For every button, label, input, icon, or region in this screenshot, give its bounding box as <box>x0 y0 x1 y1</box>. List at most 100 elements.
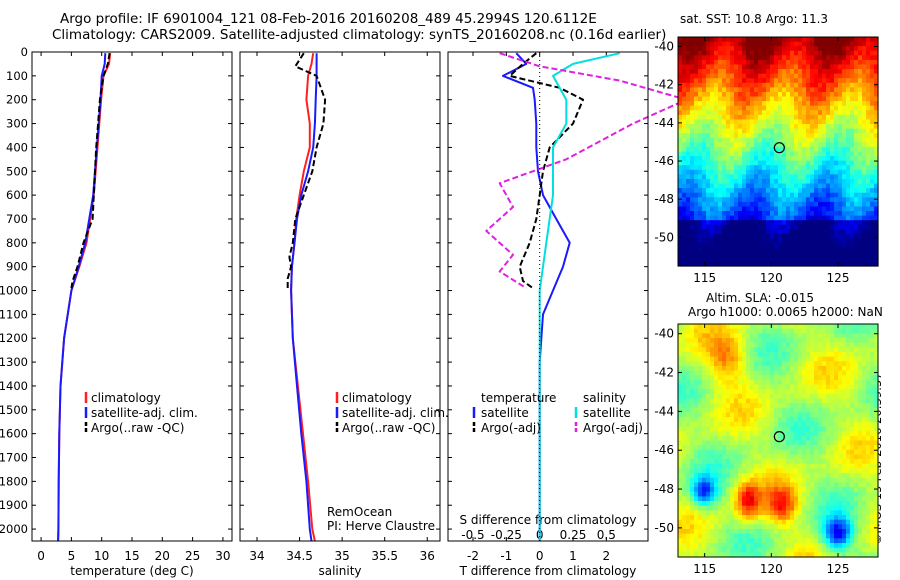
map-cell <box>730 229 735 235</box>
map-cell <box>722 238 727 244</box>
map-cell <box>734 183 739 189</box>
map-cell <box>714 477 719 484</box>
map-cell <box>874 412 879 418</box>
map-cell <box>814 37 819 43</box>
map-cell <box>766 256 771 263</box>
map-cell <box>678 151 683 157</box>
map-cell <box>698 73 703 79</box>
map-cell <box>734 55 739 61</box>
map-cell <box>714 529 719 535</box>
map-cell <box>726 252 731 258</box>
map-cell <box>794 389 799 395</box>
map-cell <box>838 69 843 75</box>
map-cell <box>766 110 771 116</box>
map-cell <box>786 238 791 244</box>
map-cell <box>698 505 703 511</box>
map-cell <box>874 361 879 367</box>
map-cell <box>738 137 743 143</box>
map-cell <box>706 417 711 423</box>
map-cell <box>814 243 819 249</box>
map-cell <box>726 454 731 460</box>
map-cell <box>790 124 795 130</box>
map-cell <box>814 238 819 244</box>
map-cell <box>862 407 867 414</box>
map-cell <box>714 46 719 52</box>
map-cell <box>862 192 867 198</box>
map-cell <box>874 220 879 226</box>
map-cell <box>846 412 851 418</box>
map-cell <box>854 501 859 507</box>
map-cell <box>826 393 831 400</box>
map-cell <box>870 328 875 334</box>
map-cell <box>838 435 843 442</box>
map-cell <box>814 252 819 258</box>
map-cell <box>702 356 707 362</box>
map-cell <box>778 128 783 134</box>
map-cell <box>774 229 779 235</box>
map-cell <box>778 496 783 502</box>
map-cell <box>718 440 723 446</box>
map-cell <box>818 347 823 353</box>
map-cell <box>842 468 847 474</box>
map-cell <box>742 142 747 148</box>
map-cell <box>698 445 703 451</box>
map-cell <box>758 211 763 217</box>
map-cell <box>726 105 731 111</box>
map-cell <box>758 356 763 362</box>
map-cell <box>854 220 859 226</box>
map-cell <box>702 50 707 56</box>
map-cell <box>762 188 767 194</box>
map-cell <box>746 110 751 116</box>
map-cell <box>762 247 767 253</box>
map-cell <box>866 96 871 102</box>
map-cell <box>826 519 831 525</box>
map-cell <box>754 333 759 339</box>
map-cell <box>874 384 879 390</box>
map-cell <box>714 473 719 479</box>
map-cell <box>834 496 839 502</box>
map-cell <box>806 342 811 348</box>
map-cell <box>810 351 815 358</box>
map-cell <box>710 188 715 194</box>
map-cell <box>706 174 711 180</box>
map-cell <box>722 220 727 226</box>
map-cell <box>746 64 751 70</box>
map-cell <box>738 50 743 56</box>
map-cell <box>790 370 795 376</box>
map-cell <box>726 261 731 267</box>
map-cell <box>738 505 743 511</box>
map-cell <box>750 46 755 52</box>
map-cell <box>782 119 787 125</box>
map-cell <box>782 133 787 139</box>
map-cell <box>706 252 711 258</box>
map-cell <box>702 160 707 166</box>
map-cell <box>786 110 791 116</box>
map-cell <box>690 328 695 334</box>
x-tick-label: -2 <box>467 549 479 563</box>
map-cell <box>766 96 771 102</box>
map-cell <box>830 342 835 348</box>
map-cell <box>798 183 803 189</box>
map-cell <box>766 370 771 376</box>
map-cell <box>822 82 827 88</box>
map-cell <box>714 50 719 56</box>
map-cell <box>694 128 699 134</box>
map-cell <box>750 482 755 488</box>
map-cell <box>734 356 739 362</box>
map-cell <box>738 473 743 479</box>
map-cell <box>822 169 827 175</box>
map-cell <box>862 252 867 258</box>
map-cell <box>750 37 755 43</box>
map-cell <box>870 482 875 488</box>
map-cell <box>746 169 751 175</box>
map-cell <box>770 82 775 88</box>
map-cell <box>858 510 863 516</box>
map-cell <box>770 37 775 43</box>
map-cell <box>798 421 803 428</box>
map-cell <box>698 407 703 414</box>
map-cell <box>858 160 863 166</box>
map-cell <box>862 215 867 221</box>
series-line-temperature-argo-adj- <box>508 52 584 290</box>
map-cell <box>722 101 727 107</box>
map-cell <box>802 128 807 134</box>
